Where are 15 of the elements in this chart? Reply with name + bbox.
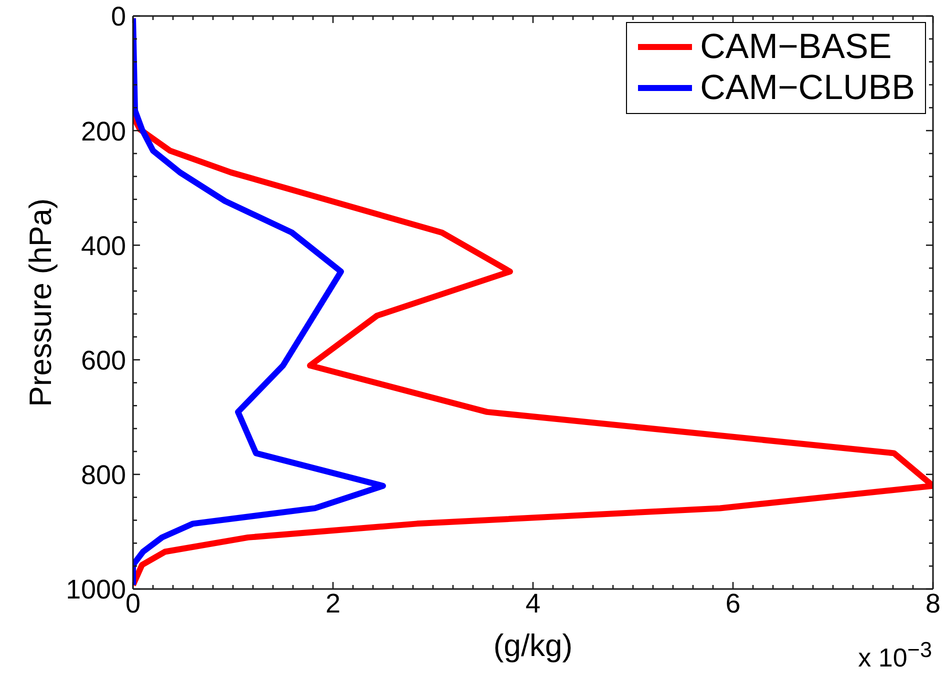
y-tick-label: 400 (80, 230, 126, 261)
x-axis-title: (g/kg) (493, 628, 573, 664)
y-axis-title: Pressure (hPa) (23, 198, 58, 407)
y-tick-label: 200 (80, 116, 126, 146)
y-tick-label: 0 (110, 2, 126, 32)
x-tick-label: 8 (925, 588, 941, 619)
legend-label: CAM−CLUBB (700, 67, 915, 108)
x-tick-label: 2 (325, 588, 341, 619)
text: x 10$^{−3}$ (858, 636, 932, 673)
x-tick-label: 6 (725, 588, 741, 619)
y-tick-label: 1000 (66, 574, 126, 605)
legend-label: CAM−BASE (700, 26, 892, 67)
x-tick-label: 4 (525, 588, 541, 619)
y-tick-label: 600 (80, 346, 126, 376)
y-tick-label: 800 (80, 460, 126, 490)
